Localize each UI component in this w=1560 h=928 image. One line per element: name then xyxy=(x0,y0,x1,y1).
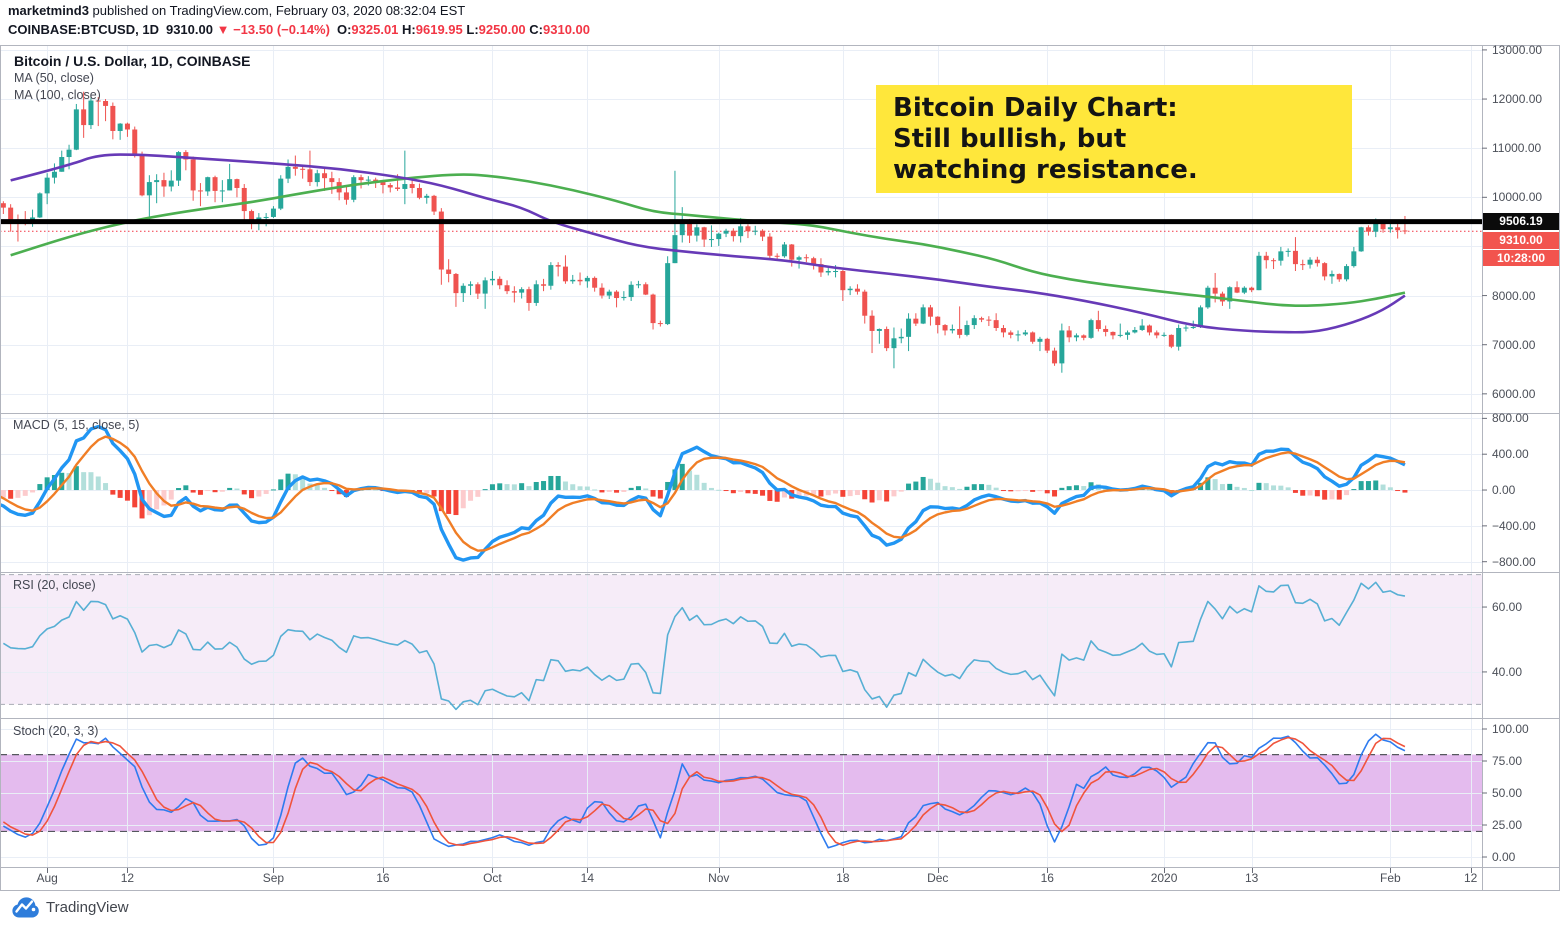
author-name: marketmind3 xyxy=(8,3,89,18)
annotation-line-3: watching resistance. xyxy=(893,155,1198,185)
time-axis-label: 18 xyxy=(836,871,850,885)
main-chart-legend[interactable]: Bitcoin / U.S. Dollar, 1D, COINBASE MA (… xyxy=(14,52,250,104)
open-value: 9325.01 xyxy=(351,22,399,37)
price-scale[interactable]: 9506.19 9310.00 10:28:00 13000.00 12000.0… xyxy=(1483,42,1560,890)
time-axis-label: Dec xyxy=(927,871,949,885)
price-axis-label: 13000.00 xyxy=(1492,42,1543,57)
byline: marketmind3 published on TradingView.com… xyxy=(8,3,590,20)
stoch-axis-label: 50.00 xyxy=(1492,786,1523,800)
macd-axis-label: 400.00 xyxy=(1492,447,1529,462)
annotation-line-1: Bitcoin Daily Chart: xyxy=(893,93,1178,123)
ma100-legend: MA (100, close) xyxy=(14,88,101,102)
close-label: C: xyxy=(529,22,543,37)
countdown-tag: 10:28:00 xyxy=(1483,250,1559,266)
stoch-axis-label: 75.00 xyxy=(1492,754,1523,768)
symbol-info-bar: COINBASE:BTCUSD, 1D 9310.00 ▼ −13.50 (−0.… xyxy=(8,22,590,37)
byline-text: published on TradingView.com, February 0… xyxy=(88,3,466,18)
time-axis-label: Aug xyxy=(36,871,58,885)
time-axis-label: Nov xyxy=(708,871,730,885)
macd-pane-label[interactable]: MACD (5, 15, close, 5) xyxy=(13,418,140,432)
header: marketmind3 published on TradingView.com… xyxy=(8,3,590,37)
open-label: O: xyxy=(336,22,352,37)
last-price: 9310.00 xyxy=(165,22,213,37)
price-axis-label: 12000.00 xyxy=(1492,92,1543,107)
time-scale[interactable]: Aug 12 Sep 16 Oct 14 Nov 18 Dec 16 2020 13 Feb 12 xyxy=(0,868,1482,890)
time-axis-label: Oct xyxy=(483,871,502,885)
time-axis-label: 16 xyxy=(376,871,390,885)
stoch-axis-label: 0.00 xyxy=(1492,850,1516,864)
stoch-axis-label: 25.00 xyxy=(1492,818,1523,832)
time-axis-label: 13 xyxy=(1244,871,1259,885)
time-axis-label: Feb xyxy=(1380,871,1401,885)
down-arrow-icon: ▼ xyxy=(216,22,230,37)
close-value: 9310.00 xyxy=(543,22,590,37)
tradingview-watermark[interactable]: TradingView xyxy=(12,897,129,918)
high-value: 9619.95 xyxy=(415,22,463,37)
price-axis-label: 7000.00 xyxy=(1492,337,1536,352)
time-axis-label: 14 xyxy=(580,871,595,885)
resistance-price-tag: 9506.19 xyxy=(1483,213,1559,230)
price-axis-label: 11000.00 xyxy=(1492,141,1542,156)
low-label: L: xyxy=(466,22,479,37)
last-price-tag: 9310.00 xyxy=(1483,232,1559,249)
rsi-axis-label: 60.00 xyxy=(1492,600,1523,615)
rsi-pane-label[interactable]: RSI (20, close) xyxy=(13,578,96,592)
annotation-line-2: Still bullish, but xyxy=(893,124,1127,154)
macd-axis-label: 0.00 xyxy=(1492,483,1516,498)
low-value: 9250.00 xyxy=(478,22,526,37)
macd-axis-label: −400.00 xyxy=(1492,518,1536,533)
stoch-pane-label[interactable]: Stoch (20, 3, 3) xyxy=(13,724,99,738)
price-axis-label: 8000.00 xyxy=(1492,288,1536,303)
price-axis-label: 10000.00 xyxy=(1492,190,1543,205)
annotation-note[interactable]: Bitcoin Daily Chart: Still bullish, but … xyxy=(876,85,1352,193)
tradingview-logo-icon xyxy=(12,897,39,918)
time-axis-label: 12 xyxy=(1463,871,1478,885)
macd-axis-label: −800.00 xyxy=(1492,554,1536,569)
symbol-name: COINBASE:BTCUSD, 1D xyxy=(8,22,159,37)
price-change: −13.50 (−0.14%) xyxy=(233,22,330,37)
ma50-legend: MA (50, close) xyxy=(14,71,94,85)
macd-axis-label: 800.00 xyxy=(1492,411,1529,426)
time-axis-label: 16 xyxy=(1040,871,1054,885)
stoch-axis-label: 100.00 xyxy=(1492,722,1529,736)
rsi-axis-label: 40.00 xyxy=(1492,664,1523,679)
high-label: H: xyxy=(402,22,416,37)
time-axis-label: 12 xyxy=(120,871,135,885)
time-axis-label: 2020 xyxy=(1150,871,1178,885)
time-axis-label: Sep xyxy=(262,871,285,885)
tradingview-logo-text: TradingView xyxy=(46,899,129,916)
price-axis-label: 6000.00 xyxy=(1492,386,1536,401)
chart-title: Bitcoin / U.S. Dollar, 1D, COINBASE xyxy=(14,53,251,69)
